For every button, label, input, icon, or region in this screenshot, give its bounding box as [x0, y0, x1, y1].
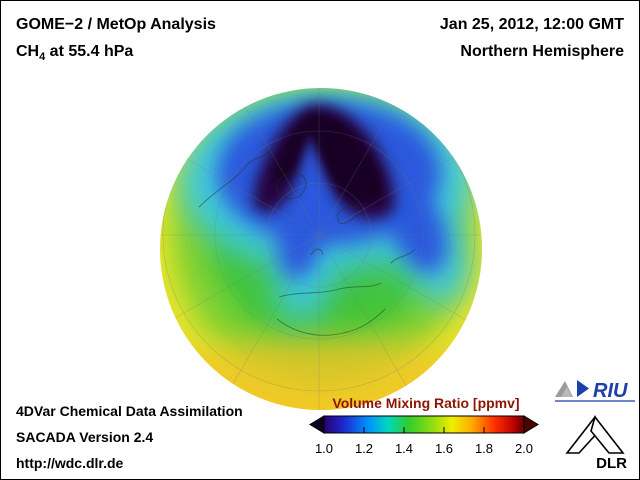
- colorbar-left-arrow: [309, 415, 325, 434]
- credit-line-url: http://wdc.dlr.de: [16, 455, 124, 471]
- tick-label: 1.8: [475, 441, 493, 456]
- riu-logo: RIU: [555, 380, 635, 402]
- plot-region: Northern Hemisphere: [460, 43, 624, 60]
- plot-subtitle: CH4 at 55.4 hPa: [16, 38, 216, 71]
- molecule-symbol: CH: [16, 43, 40, 60]
- credits: 4DVar Chemical Data Assimilation SACADA …: [16, 398, 243, 476]
- tick-label: 1.0: [315, 441, 333, 456]
- graticule: [160, 88, 482, 410]
- colorbar-label: Volume Mixing Ratio [ppmv]: [332, 395, 520, 411]
- tick-label: 2.0: [515, 441, 533, 456]
- colorbar: 1.0 1.2 1.4 1.6 1.8 2.0: [309, 415, 539, 456]
- globe-map: [160, 88, 482, 410]
- riu-wordmark: RIU: [593, 380, 628, 402]
- header-left: GOME−2 / MetOp Analysis CH4 at 55.4 hPa: [16, 11, 216, 71]
- colorbar-gradient: [323, 415, 525, 434]
- pressure-level: at 55.4 hPa: [45, 43, 134, 60]
- header-right: Jan 25, 2012, 12:00 GMT Northern Hemisph…: [440, 11, 624, 65]
- tick-label: 1.4: [395, 441, 413, 456]
- dlr-wordmark: DLR: [596, 455, 627, 471]
- coastlines: [198, 148, 416, 336]
- dlr-emblem-icon: [565, 415, 625, 454]
- tick-label: 1.2: [355, 441, 373, 456]
- credit-line-assimilation: 4DVar Chemical Data Assimilation: [16, 403, 243, 419]
- dlr-logo: DLR: [565, 415, 627, 471]
- riu-mountain-icon: [555, 381, 573, 397]
- credit-line-version: SACADA Version 2.4: [16, 429, 154, 445]
- plot-title: GOME−2 / MetOp Analysis: [16, 16, 216, 33]
- molecule-subscript: 4: [39, 51, 46, 64]
- colorbar-tick-labels: 1.0 1.2 1.4 1.6 1.8 2.0: [315, 441, 533, 456]
- colorbar-tickmarks: [323, 427, 525, 433]
- riu-triangle-icon: [577, 380, 589, 397]
- vortex-core: [273, 114, 383, 203]
- plot-datetime: Jan 25, 2012, 12:00 GMT: [439, 16, 624, 33]
- colorbar-right-arrow: [523, 415, 539, 434]
- tick-label: 1.6: [435, 441, 453, 456]
